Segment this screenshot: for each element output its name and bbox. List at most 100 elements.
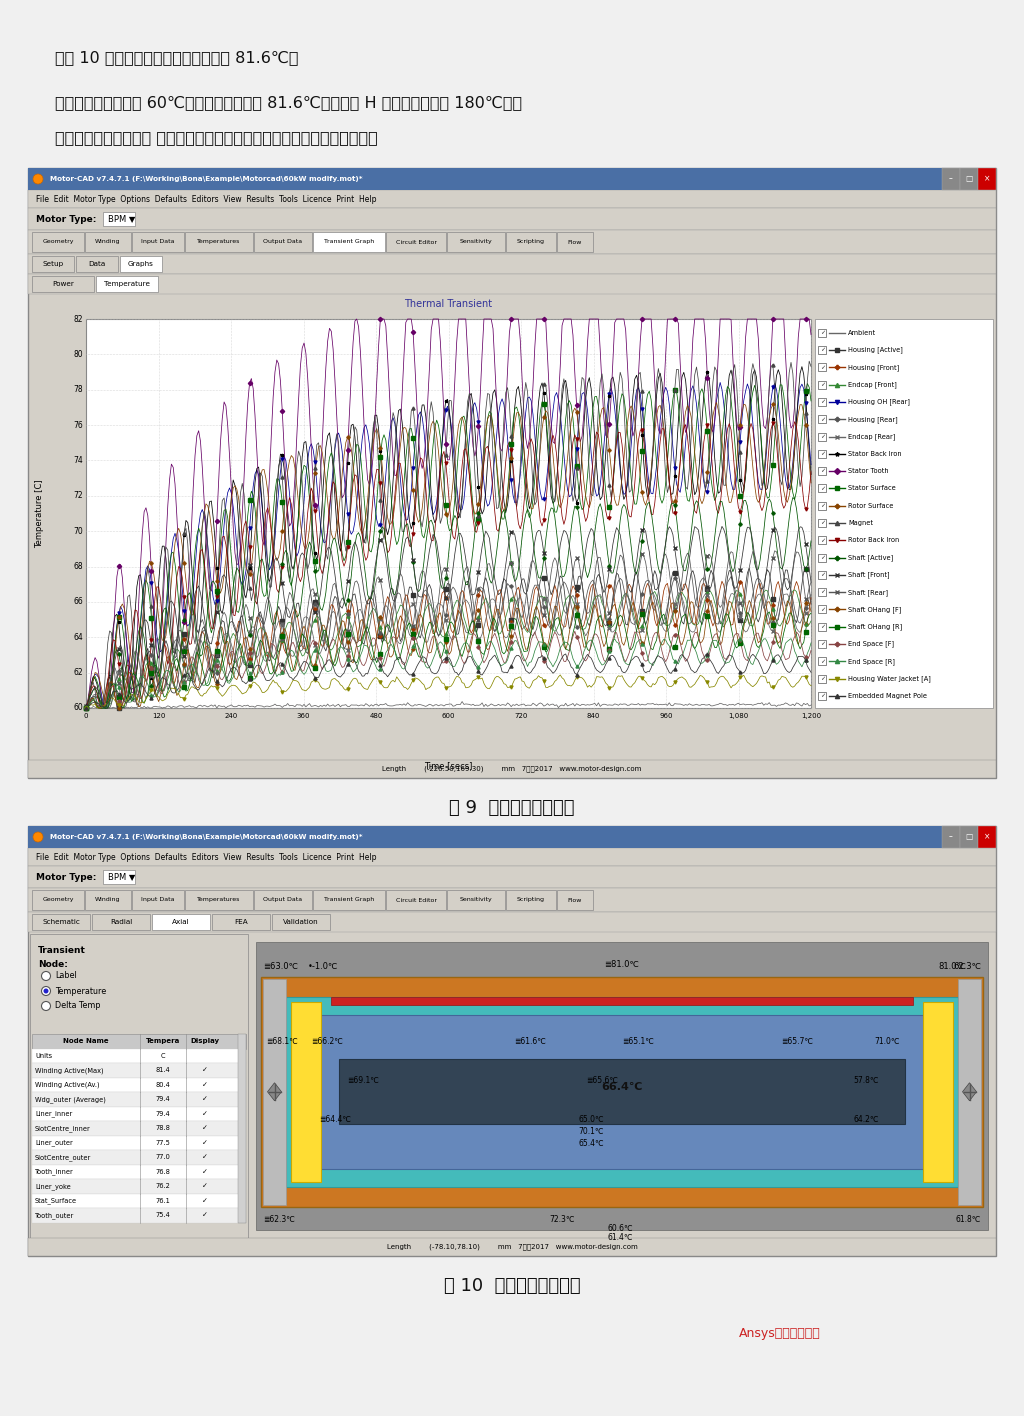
Circle shape (33, 833, 43, 843)
Text: Setup: Setup (42, 261, 63, 268)
Text: ✓: ✓ (820, 330, 825, 336)
Bar (28, 169, 996, 777)
Bar (818, 554, 826, 562)
Bar (28, 867, 996, 888)
Bar (28, 190, 996, 208)
Bar (32, 1180, 246, 1194)
Text: ✓: ✓ (820, 469, 825, 473)
Bar (557, 232, 593, 252)
Bar (28, 826, 996, 1256)
Text: 65.4℃: 65.4℃ (579, 1138, 604, 1148)
Text: ✓: ✓ (820, 589, 825, 595)
Text: 图 10  电机轴向温度分布: 图 10 电机轴向温度分布 (443, 1277, 581, 1296)
Text: File  Edit  Motor Type  Options  Defaults  Editors  View  Results  Tools  Licenc: File Edit Motor Type Options Defaults Ed… (36, 194, 377, 204)
Text: Winding Active(Av.): Winding Active(Av.) (35, 1082, 99, 1087)
Text: 62.3℃: 62.3℃ (953, 961, 981, 970)
Text: Input Data: Input Data (141, 239, 175, 245)
Text: Node Name: Node Name (63, 1038, 109, 1044)
Bar (818, 501, 826, 510)
Text: 81.0℃: 81.0℃ (938, 961, 966, 970)
Text: C: C (161, 1052, 165, 1059)
Bar (815, 319, 993, 708)
Text: 70.1℃: 70.1℃ (579, 1127, 604, 1136)
Text: Sensitivity: Sensitivity (460, 239, 493, 245)
Text: ×: × (984, 174, 990, 184)
Text: Length        (-226.50,169.30)        mm   7七月2017   www.motor-design.com: Length (-226.50,169.30) mm 7七月2017 www.m… (382, 766, 642, 772)
Text: Endcap [Front]: Endcap [Front] (848, 381, 897, 388)
Text: Temperatures: Temperatures (198, 239, 241, 245)
Bar (152, 913, 210, 930)
Text: Flow: Flow (568, 239, 583, 245)
Text: Thermal Transient: Thermal Transient (404, 299, 493, 309)
Text: Axial: Axial (172, 919, 189, 925)
Text: Stat_Surface: Stat_Surface (35, 1198, 77, 1204)
Bar (32, 1092, 246, 1106)
Text: ✓: ✓ (820, 365, 825, 370)
Text: Winding: Winding (95, 898, 121, 902)
Text: 360: 360 (297, 714, 310, 719)
Text: 1,080: 1,080 (728, 714, 749, 719)
Text: Delta Temp: Delta Temp (55, 1001, 100, 1011)
Text: ✓: ✓ (202, 1154, 208, 1160)
Bar (339, 1059, 905, 1124)
Circle shape (42, 987, 50, 995)
Text: 78: 78 (74, 385, 83, 394)
Bar (212, 913, 270, 930)
Bar (32, 1078, 246, 1092)
Text: File  Edit  Motor Type  Options  Defaults  Editors  View  Results  Tools  Licenc: File Edit Motor Type Options Defaults Ed… (36, 852, 377, 861)
Text: 由图 10 可以看出，绕组最高点温度为 81.6℃。: 由图 10 可以看出，绕组最高点温度为 81.6℃。 (55, 50, 299, 65)
Text: Stator Back Iron: Stator Back Iron (848, 450, 901, 457)
Text: 1,200: 1,200 (801, 714, 821, 719)
Text: 1CAE.COM: 1CAE.COM (470, 1041, 730, 1085)
Text: 81.4: 81.4 (156, 1068, 170, 1073)
Text: 76.2: 76.2 (156, 1184, 170, 1189)
Text: 57.8℃: 57.8℃ (853, 1076, 879, 1085)
Bar (85, 232, 131, 252)
Text: Housing [Front]: Housing [Front] (848, 364, 899, 371)
Bar (32, 1121, 246, 1136)
Text: 120: 120 (152, 714, 165, 719)
Bar (818, 364, 826, 371)
Bar (28, 169, 996, 190)
Text: –: – (949, 833, 953, 841)
Text: 1CAE.COM: 1CAE.COM (357, 477, 667, 530)
Text: ✓: ✓ (202, 1212, 208, 1218)
Text: 62: 62 (74, 668, 83, 677)
Bar (331, 997, 913, 1004)
Bar (132, 232, 184, 252)
Text: ✓: ✓ (820, 382, 825, 387)
Bar (28, 1238, 996, 1256)
Text: ✓: ✓ (820, 658, 825, 664)
Text: ✓: ✓ (202, 1168, 208, 1175)
Text: Scripting: Scripting (517, 239, 545, 245)
Bar (557, 891, 593, 910)
Text: Scripting: Scripting (517, 898, 545, 902)
Text: 60: 60 (74, 704, 83, 712)
Bar (32, 913, 90, 930)
Text: 64: 64 (74, 633, 83, 641)
Text: Rotor Back Iron: Rotor Back Iron (848, 537, 899, 544)
Text: Output Data: Output Data (263, 239, 302, 245)
Text: Schematic: Schematic (42, 919, 80, 925)
Text: ≣66.2℃: ≣66.2℃ (311, 1037, 343, 1045)
Text: ≣68.1℃: ≣68.1℃ (266, 1037, 298, 1045)
Text: □: □ (966, 174, 973, 184)
Text: Data: Data (88, 261, 105, 268)
Text: 79.4: 79.4 (156, 1096, 170, 1102)
Bar (818, 415, 826, 423)
Text: ✓: ✓ (820, 452, 825, 456)
Text: Flow: Flow (568, 898, 583, 902)
Text: Tempera: Tempera (145, 1038, 180, 1044)
Text: SlotCentre_outer: SlotCentre_outer (35, 1154, 91, 1161)
Text: FEA: FEA (234, 919, 248, 925)
Text: Temperature: Temperature (104, 280, 150, 287)
Text: Stator Surface: Stator Surface (848, 486, 896, 491)
Bar (120, 256, 162, 272)
Bar (818, 484, 826, 493)
Text: ✓: ✓ (820, 555, 825, 561)
Text: 74: 74 (74, 456, 83, 464)
Bar (313, 232, 385, 252)
Bar (28, 275, 996, 295)
Text: Node:: Node: (38, 960, 68, 969)
Bar (28, 912, 996, 932)
